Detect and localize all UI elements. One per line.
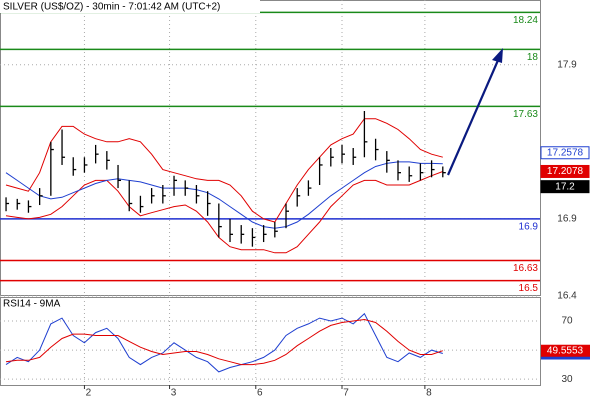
y-tick-label: 70 [561, 316, 573, 327]
indicator-line [5, 118, 443, 223]
x-tick-label: 8 [426, 388, 432, 399]
arrow-head [492, 48, 503, 63]
value-box [540, 180, 590, 194]
value-box [541, 344, 590, 357]
value-label: 17.2578 [547, 147, 584, 158]
level-label: 18 [527, 52, 539, 63]
y-tick-label: 17.9 [557, 59, 577, 70]
x-tick-label: 6 [257, 388, 263, 399]
level-label: 16.5 [519, 283, 539, 294]
title-bg [0, 0, 260, 13]
y-tick-label: 16.9 [557, 214, 577, 225]
x-tick-label: 3 [171, 388, 177, 399]
rsi-title: RSI14 - 9MA [3, 299, 61, 310]
level-label: 16.9 [519, 222, 539, 233]
indicator-line [5, 312, 443, 373]
value-label: 49.5553 [547, 345, 584, 356]
chart-title: SILVER (US$/OZ) - 30min - 7:01:42 AM (UT… [3, 2, 220, 13]
value-label: 17.2078 [547, 166, 584, 177]
level-label: 18.24 [513, 15, 538, 26]
indicator-line [5, 161, 443, 229]
forecast-arrow [446, 57, 501, 176]
value-label: 17.2 [555, 181, 575, 192]
value-box [540, 146, 590, 160]
x-tick-label: 7 [343, 388, 349, 399]
y-tick-label: 30 [561, 374, 573, 385]
y-tick-label: 16.4 [557, 291, 577, 302]
x-tick-label: 2 [86, 388, 92, 399]
rsi-panel [0, 297, 541, 386]
level-label: 16.63 [513, 263, 538, 274]
indicator-line [5, 318, 443, 366]
value-box [540, 164, 590, 178]
level-label: 17.63 [513, 109, 538, 120]
